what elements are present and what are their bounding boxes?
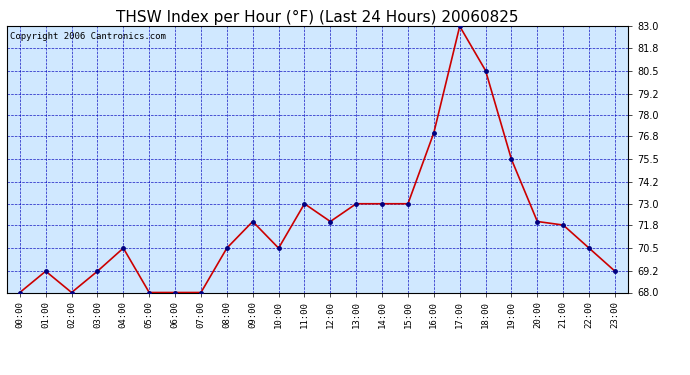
Title: THSW Index per Hour (°F) (Last 24 Hours) 20060825: THSW Index per Hour (°F) (Last 24 Hours)… — [116, 10, 519, 25]
Text: Copyright 2006 Cantronics.com: Copyright 2006 Cantronics.com — [10, 32, 166, 40]
